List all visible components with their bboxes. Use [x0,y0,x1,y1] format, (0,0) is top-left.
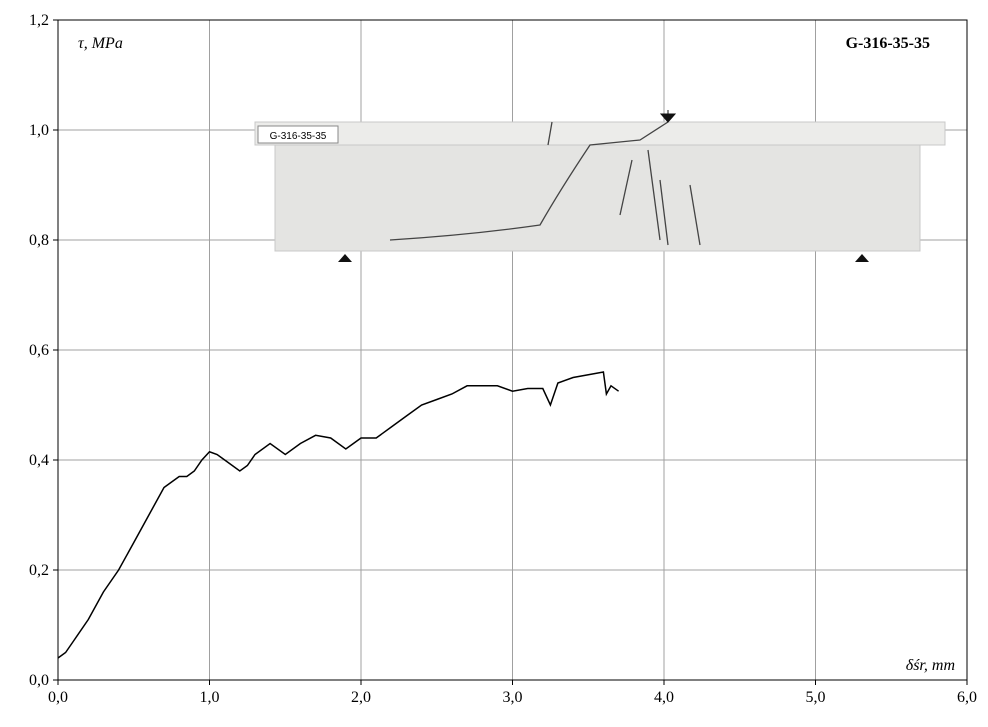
data-line [57,371,620,659]
x-axis-label: δśr, mm [906,657,955,674]
y-axis-label: τ, MPa [78,35,123,52]
y-tick-label: 0,6 [29,342,49,359]
beam-photo: G-316-35-35 [254,110,946,262]
x-tick-label: 0,0 [48,689,68,706]
chart-title: G-316-35-35 [846,35,930,52]
y-tick-label: 0,2 [29,562,49,579]
y-tick-label: 1,0 [29,122,49,139]
y-tick-label: 0,0 [29,672,49,689]
x-tick-label: 4,0 [654,689,674,706]
photo-label: G-316-35-35 [270,131,327,142]
x-tick-label: 2,0 [351,689,371,706]
x-tick-label: 3,0 [503,689,523,706]
x-tick-label: 5,0 [806,689,826,706]
plot-frame [57,19,968,681]
y-tick-label: 0,4 [29,452,49,469]
y-tick-label: 1,2 [29,12,49,29]
y-tick-label: 0,8 [29,232,49,249]
x-tick-label: 6,0 [957,689,977,706]
x-tick-label: 1,0 [200,689,220,706]
plot: 0,0 0,2 0,4 0,6 0,8 1,0 1,2 0,0 1,0 2,0 3,0 4,0 5,0 6… [29,12,977,706]
